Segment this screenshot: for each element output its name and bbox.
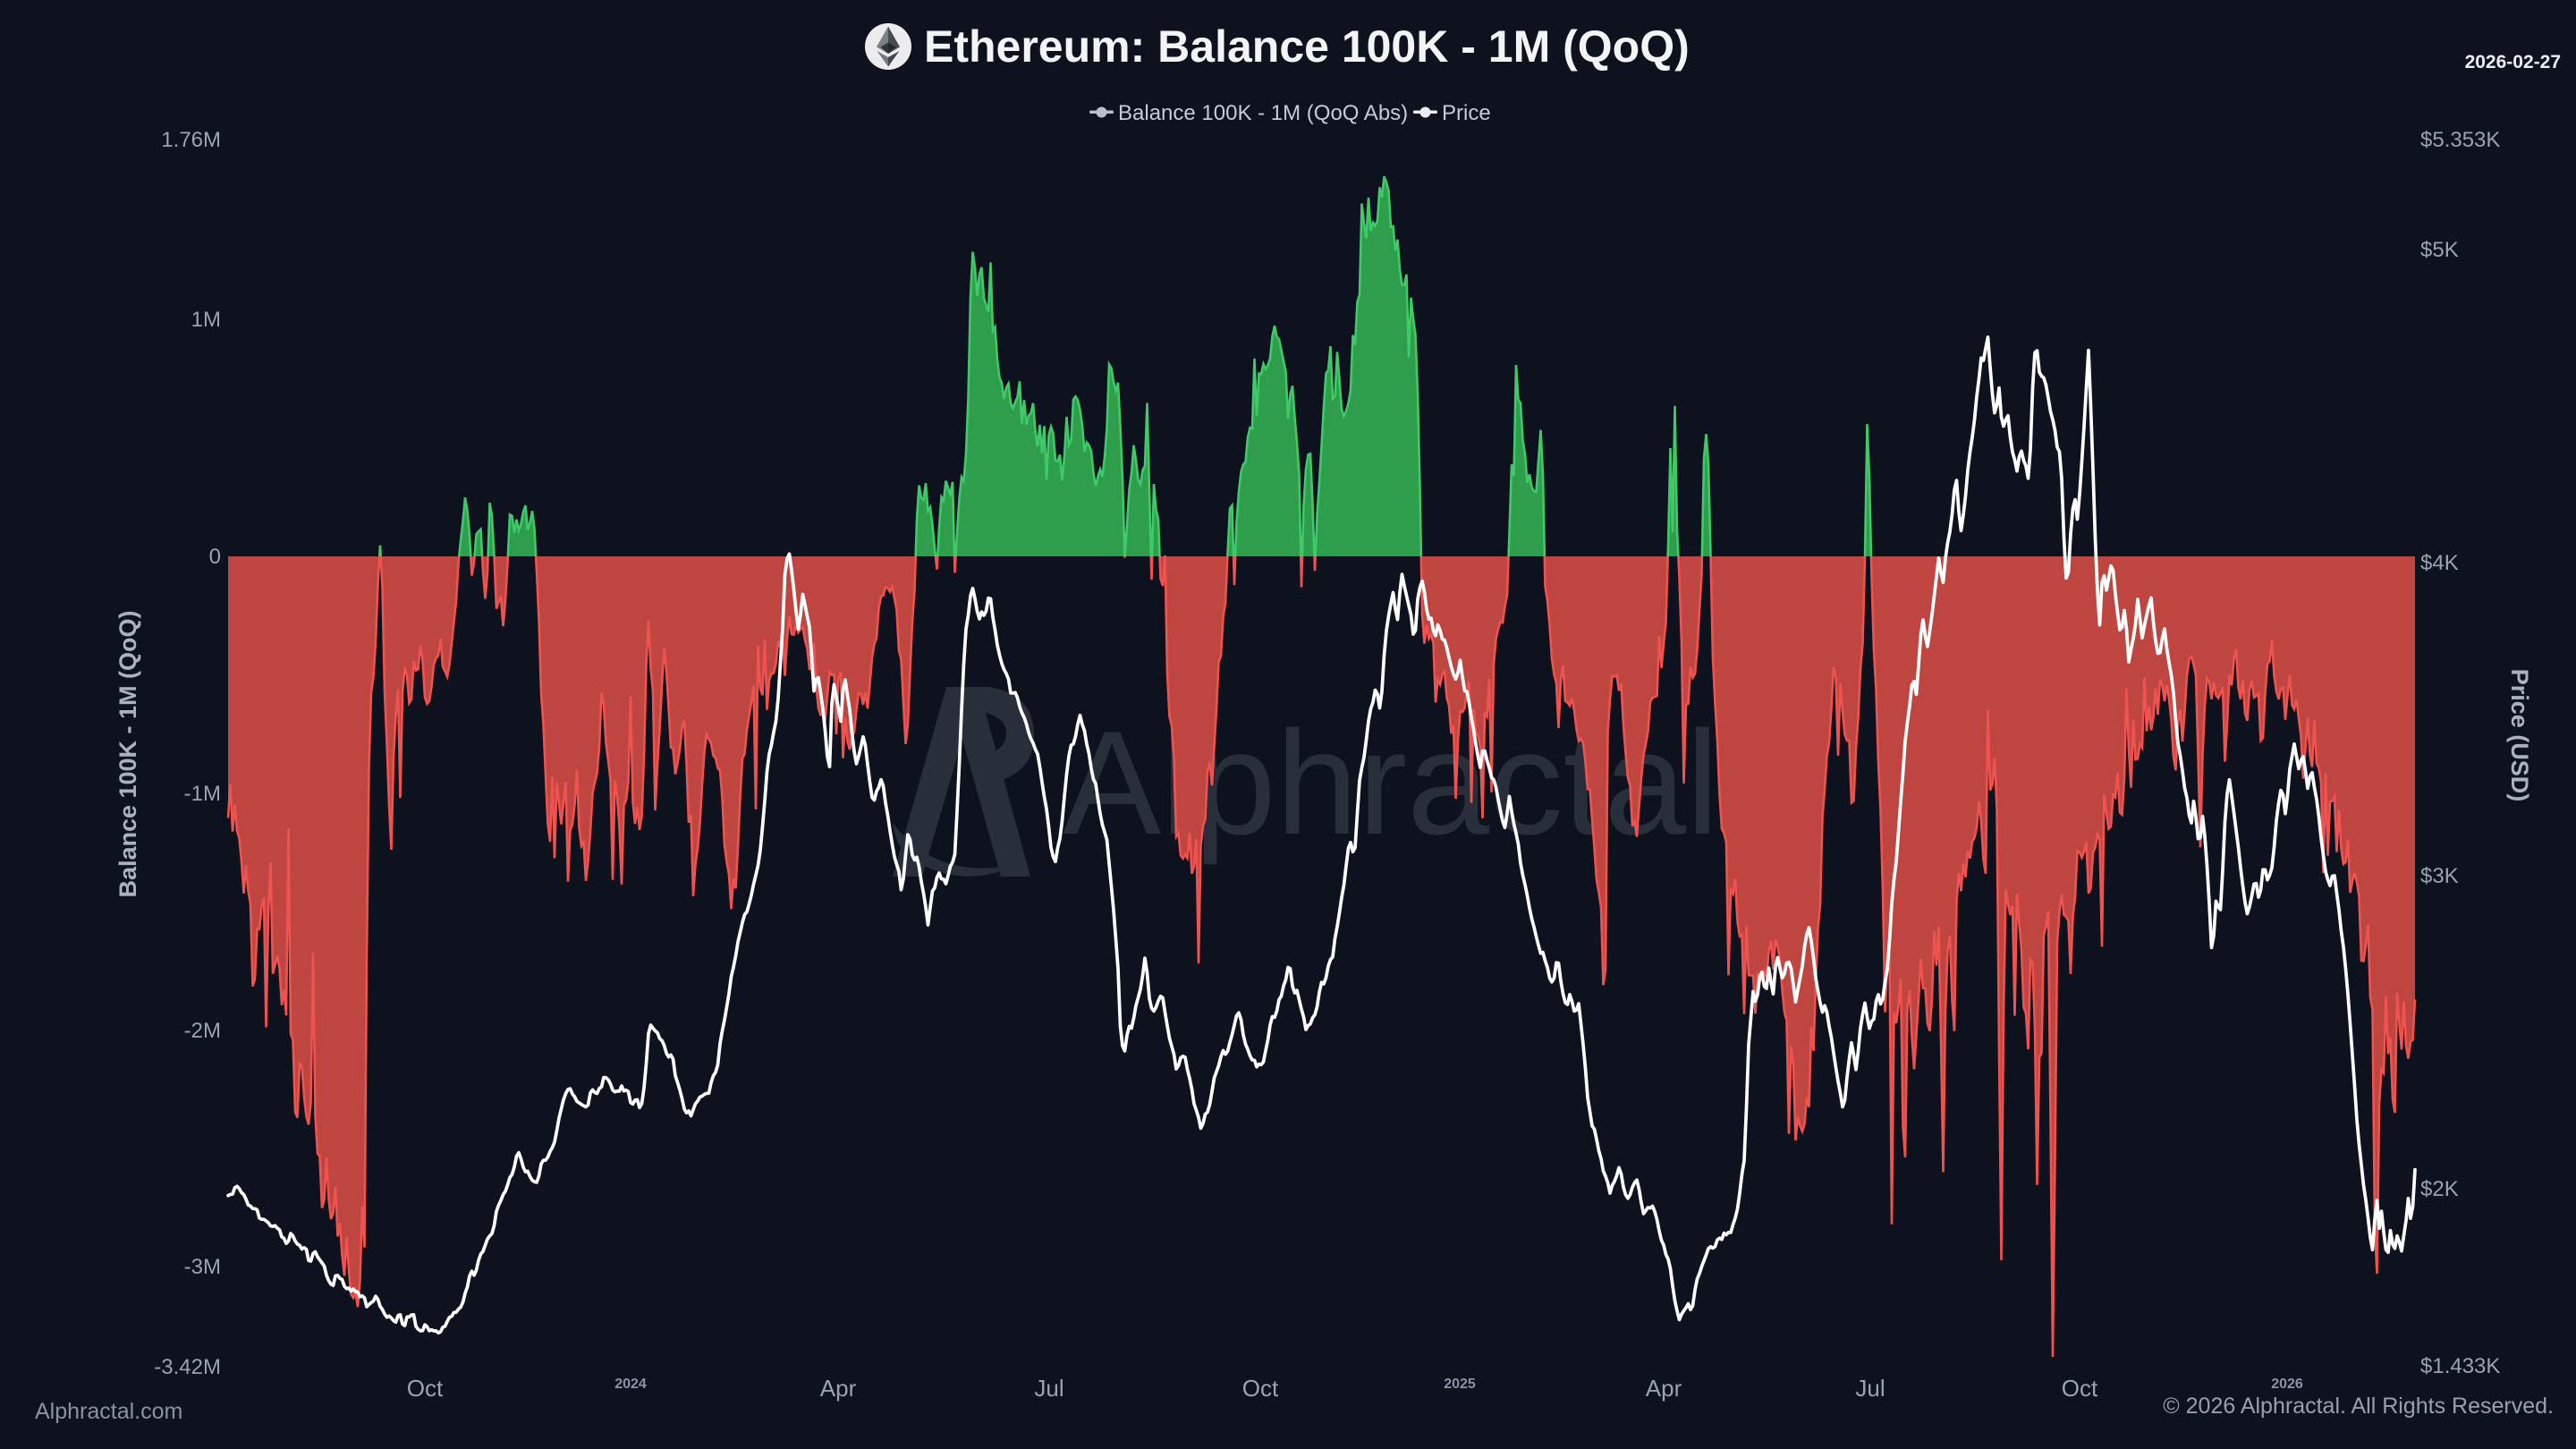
svg-text:Alphractal.com: Alphractal.com — [35, 1399, 182, 1424]
svg-text:Balance 100K - 1M (QoQ): Balance 100K - 1M (QoQ) — [114, 610, 141, 897]
svg-text:1.76M: 1.76M — [161, 128, 221, 152]
svg-text:$4K: $4K — [2420, 551, 2459, 575]
svg-text:Oct: Oct — [1242, 1375, 1279, 1402]
svg-text:Jul: Jul — [1855, 1375, 1885, 1402]
svg-text:Balance 100K - 1M (QoQ Abs): Balance 100K - 1M (QoQ Abs) — [1118, 101, 1408, 125]
svg-text:2024: 2024 — [614, 1377, 647, 1392]
svg-text:Apr: Apr — [820, 1375, 857, 1402]
svg-text:$3K: $3K — [2420, 864, 2459, 888]
svg-text:-1M: -1M — [184, 782, 221, 806]
svg-text:Oct: Oct — [2062, 1375, 2098, 1402]
svg-text:Jul: Jul — [1034, 1375, 1063, 1402]
svg-text:-3.42M: -3.42M — [154, 1355, 221, 1379]
svg-text:-2M: -2M — [184, 1019, 221, 1043]
svg-text:Ethereum: Balance 100K - 1M (Q: Ethereum: Balance 100K - 1M (QoQ) — [924, 21, 1690, 72]
svg-text:$5K: $5K — [2420, 238, 2459, 262]
svg-text:$1.433K: $1.433K — [2420, 1354, 2500, 1378]
svg-text:0: 0 — [209, 545, 221, 569]
svg-text:Price (USD): Price (USD) — [2506, 669, 2533, 802]
svg-text:-3M: -3M — [184, 1255, 221, 1279]
svg-text:Oct: Oct — [407, 1375, 444, 1402]
svg-text:Alphractal: Alphractal — [1063, 700, 1719, 865]
svg-text:1M: 1M — [191, 308, 221, 332]
svg-text:Apr: Apr — [1646, 1375, 1682, 1402]
svg-text:$5.353K: $5.353K — [2420, 128, 2500, 152]
svg-text:$2K: $2K — [2420, 1177, 2459, 1201]
svg-text:2025: 2025 — [1444, 1377, 1476, 1392]
svg-text:2026: 2026 — [2271, 1377, 2303, 1392]
svg-text:Price: Price — [1442, 101, 1491, 125]
svg-text:2026-02-27: 2026-02-27 — [2465, 52, 2561, 72]
svg-text:© 2026 Alphractal. All Rights: © 2026 Alphractal. All Rights Reserved. — [2163, 1394, 2554, 1419]
